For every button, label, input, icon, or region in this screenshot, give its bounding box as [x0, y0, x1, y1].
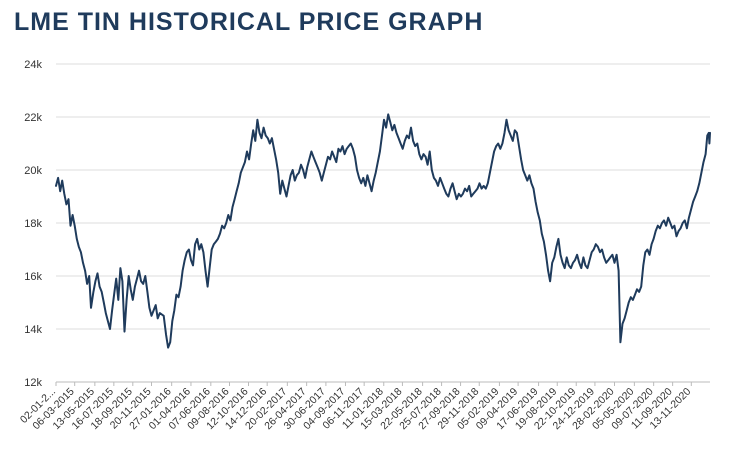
gridlines — [56, 63, 710, 330]
y-axis-ticks: 12k 14k 16k 18k 20k 22k 24k — [24, 59, 42, 389]
plot-area — [55, 113, 711, 349]
price-line — [55, 113, 711, 349]
y-tick-label: 20k — [24, 165, 42, 177]
chart-title: LME TIN HISTORICAL PRICE GRAPH — [14, 8, 484, 36]
x-axis-ticks: 02-01-2...06-03-201513-05-201516-07-2015… — [18, 382, 694, 432]
y-tick-label: 16k — [24, 271, 42, 283]
y-tick-label: 22k — [24, 112, 42, 124]
y-tick-label: 24k — [24, 59, 42, 71]
y-tick-label: 14k — [24, 324, 42, 336]
y-tick-label: 18k — [24, 218, 42, 230]
y-tick-label: 12k — [24, 377, 42, 389]
